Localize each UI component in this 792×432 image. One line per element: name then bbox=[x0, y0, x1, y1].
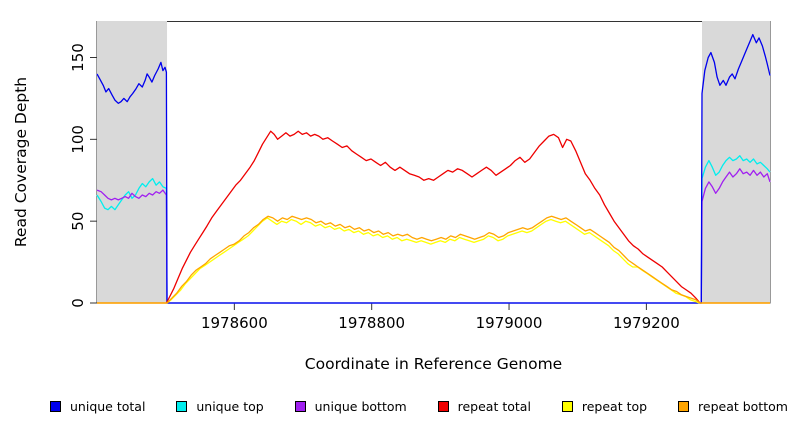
series-repeat-total bbox=[97, 130, 770, 304]
legend-swatch-icon bbox=[678, 401, 690, 412]
series-unique-bottom bbox=[96, 168, 771, 304]
shaded-flank-region bbox=[97, 21, 168, 303]
legend-swatch-icon bbox=[437, 401, 449, 412]
legend-item-unique-total: unique total bbox=[50, 399, 145, 414]
x-tick-label: 1979000 bbox=[476, 314, 543, 332]
legend-item-repeat-bottom: repeat bottom bbox=[678, 399, 788, 414]
series-unique-total bbox=[96, 33, 771, 304]
y-tick-label: 50 bbox=[69, 212, 87, 231]
x-tick-label: 1978600 bbox=[201, 314, 268, 332]
x-tick-label: 1978800 bbox=[338, 314, 405, 332]
legend-swatch-icon bbox=[294, 401, 306, 412]
legend-label: repeat bottom bbox=[698, 399, 788, 414]
legend-item-unique-top: unique top bbox=[176, 399, 264, 414]
y-axis-title: Read Coverage Depth bbox=[12, 76, 30, 248]
y-tick-label: 0 bbox=[69, 298, 87, 308]
series-unique-top bbox=[96, 155, 771, 304]
legend-label: repeat total bbox=[457, 399, 531, 414]
legend-swatch-icon bbox=[176, 401, 188, 412]
legend-label: unique bottom bbox=[314, 399, 407, 414]
legend-label: repeat top bbox=[581, 399, 648, 414]
plot-box bbox=[96, 21, 771, 304]
x-axis-title: Coordinate in Reference Genome bbox=[304, 355, 563, 373]
series-repeat-top bbox=[97, 217, 770, 304]
legend-item-unique-bottom: unique bottom bbox=[294, 399, 407, 414]
legend-swatch-icon bbox=[561, 401, 573, 412]
legend-label: unique top bbox=[196, 399, 264, 414]
legend-label: unique total bbox=[70, 399, 146, 414]
y-tick-label: 100 bbox=[69, 125, 87, 154]
shaded-flank-region bbox=[702, 21, 770, 303]
legend-item-repeat-top: repeat top bbox=[561, 399, 648, 414]
x-tick-label: 1979200 bbox=[613, 314, 680, 332]
series-repeat-bottom bbox=[97, 215, 770, 304]
legend: unique total unique top unique bottom repea… bbox=[50, 399, 788, 414]
legend-item-repeat-total: repeat total bbox=[437, 399, 531, 414]
y-tick-label: 150 bbox=[69, 43, 87, 72]
legend-swatch-icon bbox=[50, 401, 61, 412]
